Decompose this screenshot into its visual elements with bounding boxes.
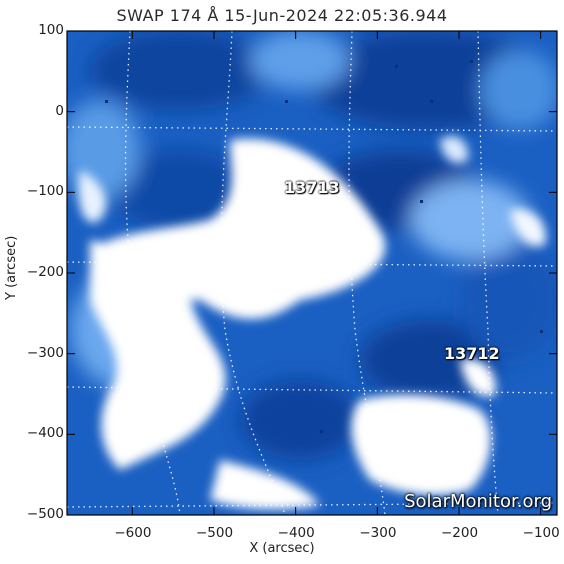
y-tick-label: −300 — [26, 344, 64, 361]
x-tick-label: −200 — [441, 525, 479, 541]
x-tick-label: −100 — [522, 525, 560, 541]
solar-emission-map — [67, 31, 557, 515]
x-tick-label: −600 — [114, 525, 152, 541]
y-tick-label: −100 — [26, 183, 64, 200]
region-label-13713: 13713 — [284, 178, 340, 197]
x-tick-label: −400 — [277, 525, 315, 541]
solarmonitor-watermark: SolarMonitor.org — [404, 491, 552, 512]
image-title: SWAP 174 Å 15-Jun-2024 22:05:36.944 — [116, 6, 448, 25]
y-tick-label: −200 — [26, 264, 64, 280]
region-label-13712: 13712 — [444, 344, 500, 363]
x-tick-label: −300 — [359, 525, 397, 541]
x-axis-label: X (arcsec) — [249, 541, 315, 556]
y-tick-label: −500 — [26, 506, 64, 522]
x-tick-label: −500 — [196, 525, 234, 541]
y-tick-label: 0 — [55, 102, 64, 119]
y-tick-label: 100 — [38, 22, 64, 38]
coordinate-grid — [67, 31, 557, 515]
y-tick-label: −400 — [26, 425, 64, 442]
y-axis-label: Y (arcsec) — [4, 235, 19, 300]
